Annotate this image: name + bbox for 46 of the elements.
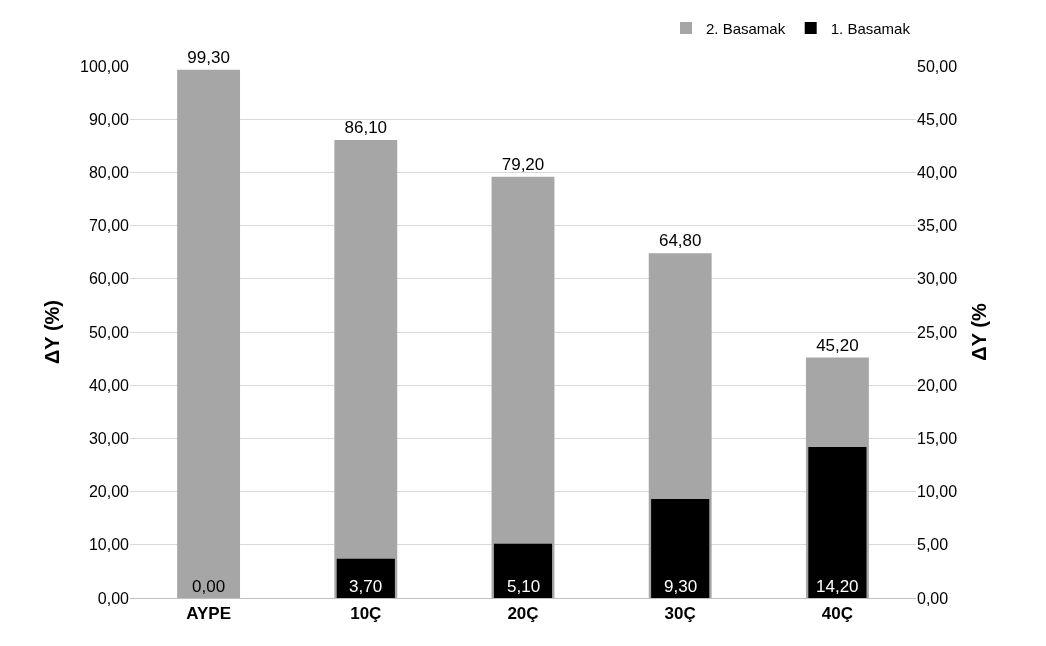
- y2-tick-label: 25,00: [917, 323, 958, 341]
- legend-label: 1. Basamak: [830, 19, 911, 37]
- data-label: 45,20: [816, 335, 859, 355]
- y2-tick-label: 40,00: [917, 164, 958, 181]
- y-tick-label: 90,00: [88, 110, 130, 128]
- y-tick-label: 50,00: [88, 323, 130, 341]
- x-tick-label: 20Ç: [507, 604, 539, 624]
- y-tick-label: 70,00: [88, 217, 130, 235]
- y2-tick-label: 30,00: [917, 270, 958, 288]
- y2-tick-label: 45,00: [917, 110, 958, 128]
- data-label: 64,80: [658, 231, 702, 251]
- y2-tick-label: 50,00: [917, 57, 958, 75]
- data-label: 3,70: [349, 577, 383, 596]
- y-tick-label: 0,00: [97, 589, 130, 607]
- y2-tick-label: 20,00: [917, 376, 958, 394]
- data-label: 5,10: [507, 577, 541, 596]
- data-label: 86,10: [344, 117, 388, 137]
- x-tick-label: AYPE: [186, 604, 231, 624]
- y2-tick-label: 15,00: [917, 430, 958, 447]
- y-tick-label: 80,00: [88, 164, 130, 181]
- y-tick-label: 60,00: [88, 270, 130, 288]
- x-tick-label: 30Ç: [664, 604, 696, 624]
- bar: [334, 139, 398, 598]
- data-label: 79,20: [501, 154, 545, 174]
- bar: [336, 558, 395, 598]
- y2-tick-label: 0,00: [917, 589, 949, 607]
- y-tick-label: 20,00: [88, 483, 130, 501]
- y-tick-label: 10,00: [88, 536, 130, 554]
- y2-tick-label: 5,00: [917, 536, 949, 554]
- y2-tick-label: 35,00: [917, 217, 958, 235]
- x-tick-label: 10Ç: [350, 604, 382, 624]
- bar: [177, 69, 241, 598]
- bar: [493, 543, 553, 598]
- data-label: 14,20: [816, 577, 859, 596]
- legend-label: 2. Basamak: [706, 19, 786, 37]
- y-tick-label: 40,00: [88, 376, 130, 394]
- data-label: 9,30: [664, 577, 698, 596]
- y-tick-label: 30,00: [88, 430, 130, 447]
- data-label: 0,00: [192, 577, 226, 596]
- x-tick-label: 40Ç: [821, 604, 853, 624]
- y-tick-label: 100,00: [80, 57, 130, 75]
- data-label: 99,30: [187, 47, 230, 67]
- bar: [651, 499, 710, 598]
- y2-tick-label: 10,00: [917, 483, 958, 501]
- y2-axis-title: ΔY (%: [967, 303, 990, 361]
- y-axis-title: ΔY (%): [40, 299, 63, 365]
